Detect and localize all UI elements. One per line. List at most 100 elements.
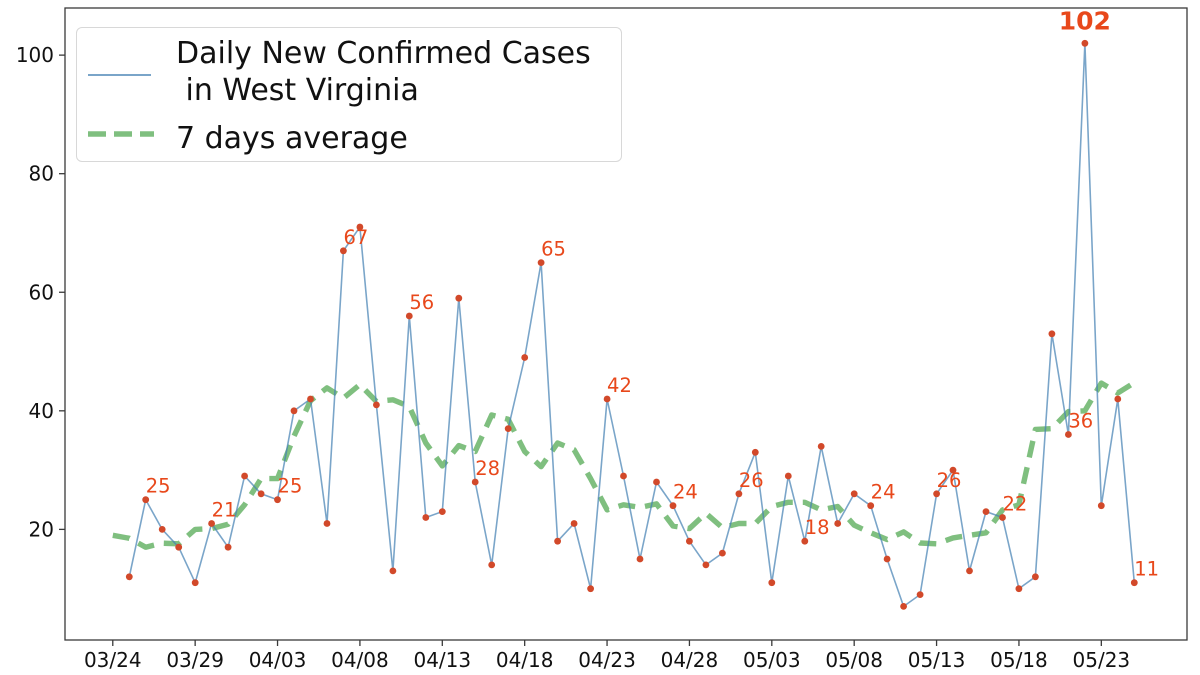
y-tick-label: 60 bbox=[29, 280, 54, 304]
axes-spines bbox=[64, 7, 1188, 641]
data-point-marker bbox=[636, 555, 644, 563]
data-point-marker bbox=[1015, 585, 1023, 593]
data-point-marker bbox=[867, 502, 875, 510]
data-point-marker bbox=[1081, 39, 1089, 47]
legend-daily-label-line2: in West Virginia bbox=[176, 73, 419, 108]
data-point-marker bbox=[554, 537, 561, 545]
data-point-marker bbox=[883, 555, 891, 563]
max-value-annotation: 102 bbox=[1059, 6, 1111, 35]
data-point-marker bbox=[1032, 573, 1039, 581]
y-tick-label: 80 bbox=[29, 162, 54, 186]
data-point-marker bbox=[702, 561, 710, 569]
data-point-marker bbox=[850, 490, 858, 498]
x-tick-label: 04/03 bbox=[249, 648, 307, 672]
value-annotation: 21 bbox=[212, 498, 237, 521]
data-point-marker bbox=[208, 520, 216, 527]
value-annotation: 65 bbox=[541, 238, 566, 261]
data-point-marker bbox=[191, 579, 199, 587]
value-annotation: 25 bbox=[146, 475, 171, 498]
data-point-marker bbox=[620, 472, 627, 480]
data-point-marker bbox=[158, 526, 166, 533]
value-annotation: 67 bbox=[343, 226, 368, 249]
value-annotation: 25 bbox=[278, 475, 303, 498]
value-annotation: 18 bbox=[805, 516, 830, 539]
legend-average-label: 7 days average bbox=[176, 121, 408, 156]
x-tick-label: 05/03 bbox=[743, 648, 801, 672]
data-point-marker bbox=[1130, 579, 1138, 587]
data-point-marker bbox=[900, 603, 907, 610]
data-point-marker bbox=[504, 425, 512, 432]
value-annotation: 26 bbox=[937, 469, 962, 492]
y-tick-label: 40 bbox=[29, 399, 54, 423]
data-point-marker bbox=[933, 490, 940, 498]
legend-daily-label: Daily New Confirmed Cases in West Virgin… bbox=[176, 35, 591, 109]
data-point-marker bbox=[521, 354, 529, 361]
data-point-marker bbox=[1097, 502, 1105, 510]
x-tick-label: 03/29 bbox=[166, 648, 224, 672]
data-point-marker bbox=[801, 537, 809, 545]
data-point-marker bbox=[422, 514, 430, 521]
value-annotation: 26 bbox=[739, 469, 764, 492]
x-tick-label: 04/08 bbox=[331, 648, 389, 672]
data-point-marker bbox=[653, 478, 660, 486]
data-point-marker bbox=[966, 567, 973, 575]
data-point-marker bbox=[784, 472, 792, 480]
data-point-marker bbox=[373, 401, 380, 409]
chart-legend: Daily New Confirmed Cases in West Virgin… bbox=[76, 27, 622, 162]
data-point-marker bbox=[834, 520, 842, 527]
data-point-marker bbox=[982, 508, 990, 515]
x-tick-label: 05/08 bbox=[825, 648, 883, 672]
data-point-marker bbox=[356, 223, 364, 231]
data-point-marker bbox=[719, 549, 726, 557]
data-point-marker bbox=[142, 496, 150, 504]
x-tick-label: 04/18 bbox=[496, 648, 554, 672]
data-point-marker bbox=[603, 395, 611, 403]
y-tick-label: 20 bbox=[29, 517, 54, 541]
data-point-marker bbox=[340, 247, 347, 255]
data-point-marker bbox=[471, 478, 479, 486]
value-annotation: 36 bbox=[1068, 410, 1093, 433]
value-annotation: 42 bbox=[607, 374, 632, 397]
legend-daily-label-line1: Daily New Confirmed Cases bbox=[176, 36, 591, 71]
x-tick-label: 04/13 bbox=[413, 648, 471, 672]
data-point-marker bbox=[389, 567, 397, 575]
data-point-marker bbox=[916, 591, 924, 598]
value-annotation: 56 bbox=[409, 291, 434, 314]
data-point-marker bbox=[817, 443, 825, 450]
value-annotation: 11 bbox=[1134, 558, 1159, 581]
data-point-marker bbox=[587, 585, 594, 593]
legend-average-line-swatch bbox=[88, 131, 154, 137]
value-annotation: 24 bbox=[673, 481, 698, 504]
data-point-marker bbox=[488, 561, 496, 569]
data-point-marker bbox=[1065, 431, 1072, 438]
x-tick-label: 05/23 bbox=[1073, 648, 1131, 672]
data-point-marker bbox=[686, 537, 693, 545]
data-point-marker bbox=[257, 490, 265, 498]
data-point-marker bbox=[735, 490, 743, 498]
data-point-marker bbox=[438, 508, 446, 515]
average-line bbox=[112, 380, 1136, 550]
data-point-marker bbox=[537, 259, 545, 266]
data-point-marker bbox=[125, 573, 133, 581]
data-point-marker bbox=[307, 395, 314, 403]
y-tick-label: 100 bbox=[16, 43, 54, 67]
data-point-marker bbox=[241, 472, 249, 480]
value-annotation: 24 bbox=[871, 481, 896, 504]
x-tick-label: 04/23 bbox=[578, 648, 636, 672]
data-point-marker bbox=[323, 520, 331, 527]
data-point-marker bbox=[949, 466, 957, 474]
data-point-marker bbox=[405, 312, 413, 320]
value-annotation: 22 bbox=[1002, 493, 1027, 516]
x-tick-label: 03/24 bbox=[84, 648, 142, 672]
data-point-marker bbox=[1114, 395, 1122, 403]
legend-daily-line-swatch bbox=[88, 74, 151, 76]
data-point-marker bbox=[751, 448, 759, 456]
data-point-marker bbox=[669, 502, 677, 510]
data-point-marker bbox=[999, 514, 1006, 521]
data-point-marker bbox=[570, 520, 578, 527]
data-point-marker bbox=[768, 579, 776, 587]
x-tick-label: 05/18 bbox=[990, 648, 1048, 672]
data-point-marker bbox=[290, 407, 298, 415]
